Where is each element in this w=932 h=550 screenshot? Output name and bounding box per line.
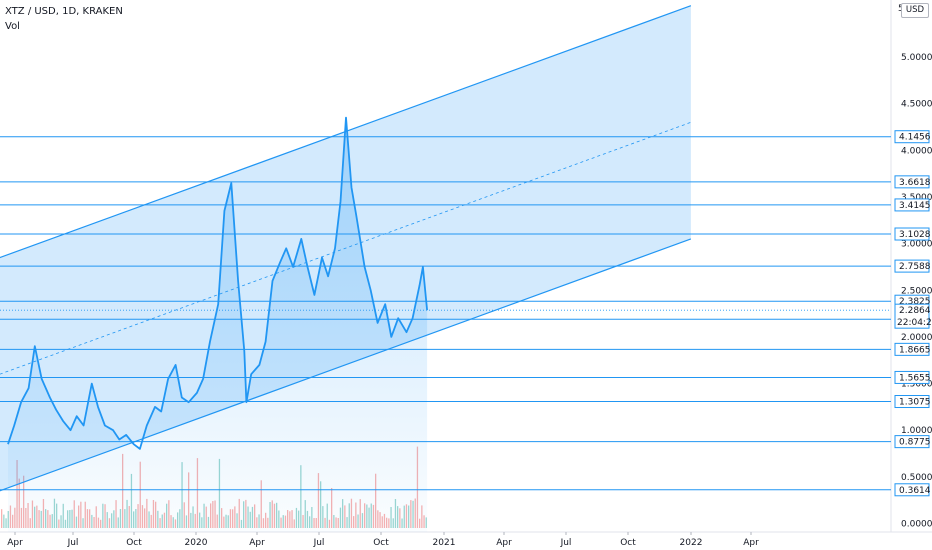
level-price-tag <box>894 435 930 449</box>
volume-bar <box>3 514 5 528</box>
price-tick-label: 1.5000 <box>901 380 932 390</box>
level-price-tag <box>894 227 930 241</box>
time-tick-label: Oct <box>126 538 142 548</box>
time-tick-label: Jul <box>67 538 79 548</box>
level-price-tag <box>894 175 930 189</box>
currency-badge[interactable]: USD <box>901 3 929 18</box>
time-tick-label: Apr <box>7 538 23 548</box>
price-tick-label: 0.5000 <box>901 473 932 483</box>
price-tick-label: 2.5000 <box>901 286 932 296</box>
price-tick-label: 4.0000 <box>901 146 932 156</box>
level-price-tag-label: 2.7588 <box>899 262 931 272</box>
level-price-tag-label: 3.4145 <box>899 201 931 211</box>
level-price-tag <box>894 370 930 384</box>
level-price-tag-label: 3.6618 <box>899 178 931 188</box>
time-axis[interactable]: Apr Jul Oct 2020 Apr Jul Oct 2021 Apr Jul Oct 2022 A… <box>7 532 759 548</box>
level-price-tag <box>894 259 930 273</box>
level-price-tag <box>894 342 930 356</box>
level-price-tag-label: 1.8665 <box>899 345 931 355</box>
countdown-label: 22:04:28 <box>897 318 932 328</box>
level-price-tag <box>894 483 930 497</box>
price-tick-label: 0.0000 <box>901 520 932 530</box>
price-area <box>8 117 428 532</box>
time-tick-label: Apr <box>743 538 759 548</box>
level-price-tag-label: 1.3075 <box>899 398 931 408</box>
price-tick-label: 5 <box>898 4 904 14</box>
time-tick-label: Apr <box>249 538 265 548</box>
level-price-tag <box>894 198 930 212</box>
symbol-title[interactable]: XTZ / USD, 1D, KRAKEN <box>5 6 123 17</box>
time-tick-label: Oct <box>620 538 636 548</box>
level-price-tag <box>894 395 930 409</box>
volume-bar <box>5 518 7 528</box>
current-price-label: 2.2864 <box>899 306 931 316</box>
price-tick-label: 3.5000 <box>901 193 932 203</box>
level-price-tag-label: 1.5655 <box>899 373 931 383</box>
time-tick-label: Oct <box>373 538 389 548</box>
price-series <box>0 116 891 532</box>
level-price-tag-label: 2.3825 <box>899 297 931 307</box>
chart-legend: XTZ / USD, 1D, KRAKEN Vol <box>5 4 123 34</box>
level-price-tag-label: 0.3614 <box>899 486 931 496</box>
time-tick-label: Jul <box>560 538 572 548</box>
price-line <box>7 116 428 450</box>
price-tick-label: 1.0000 <box>901 426 932 436</box>
price-tick-label: 2.0000 <box>901 333 932 343</box>
volume-legend[interactable]: Vol <box>5 21 20 32</box>
time-tick-label: Apr <box>496 538 512 548</box>
level-price-tag-label: 4.1456 <box>899 133 931 143</box>
time-tick-label: 2021 <box>433 538 456 548</box>
time-tick-label: Jul <box>313 538 325 548</box>
level-price-tag-label: 0.8775 <box>899 438 931 448</box>
level-price-tag-label: 3.1028 <box>899 230 931 240</box>
price-tick-label: 5.0000 <box>901 53 932 63</box>
current-price-tag <box>894 303 930 329</box>
time-tick-label: 2022 <box>680 538 703 548</box>
price-axis[interactable]: 5 5.0000 4.5000 4.0000 3.5000 3.0000 2.5000 2.0… <box>894 4 932 530</box>
price-tick-label: 3.0000 <box>901 240 932 250</box>
time-tick-label: 2020 <box>185 538 208 548</box>
price-tick-label: 4.5000 <box>901 100 932 110</box>
level-price-tag <box>894 130 930 144</box>
volume-bar <box>1 509 3 528</box>
